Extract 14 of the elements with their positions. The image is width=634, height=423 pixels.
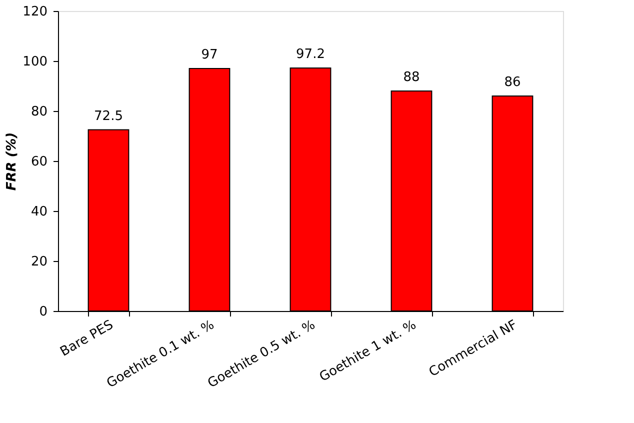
y-tick-label: 60 — [30, 154, 48, 170]
y-tick-label: 40 — [30, 204, 48, 220]
data-label: 72.5 — [94, 108, 123, 124]
data-label: 86 — [504, 75, 521, 90]
data-label: 88 — [403, 70, 420, 85]
y-tick-label: 100 — [22, 54, 48, 70]
data-label: 97 — [201, 48, 218, 62]
y-tick-label: 80 — [30, 104, 48, 120]
x-tick-label: Bare PES — [58, 318, 116, 360]
y-tick-label: 0 — [39, 304, 48, 320]
y-tick-label: 20 — [30, 254, 48, 270]
y-tick-label: 120 — [22, 4, 48, 20]
data-label: 97.2 — [296, 47, 325, 62]
y-axis-title: FRR (%) — [4, 132, 20, 191]
